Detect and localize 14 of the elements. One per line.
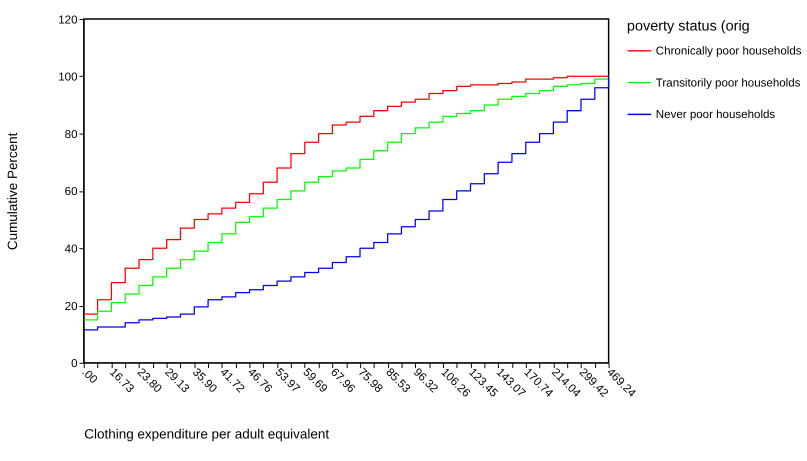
x-axis-title: Clothing expenditure per adult equivalent — [84, 426, 330, 442]
y-tick-label: 0 — [71, 358, 78, 370]
y-tick-label: 120 — [58, 14, 78, 26]
legend-title: poverty status (orig — [626, 18, 750, 35]
y-tick-label: 40 — [64, 244, 78, 256]
legend-label: Transitorily poor households — [656, 77, 801, 90]
legend-label: Never poor households — [656, 109, 776, 122]
y-tick-label: 100 — [58, 72, 78, 84]
y-axis-title: Cumulative Percent — [4, 132, 20, 250]
y-tick-label: 20 — [64, 300, 78, 313]
y-tick-label: 60 — [64, 186, 78, 198]
y-tick-label: 80 — [64, 128, 78, 141]
x-tick-label: .00 — [79, 366, 100, 386]
legend-label: Chronically poor households — [656, 46, 802, 58]
